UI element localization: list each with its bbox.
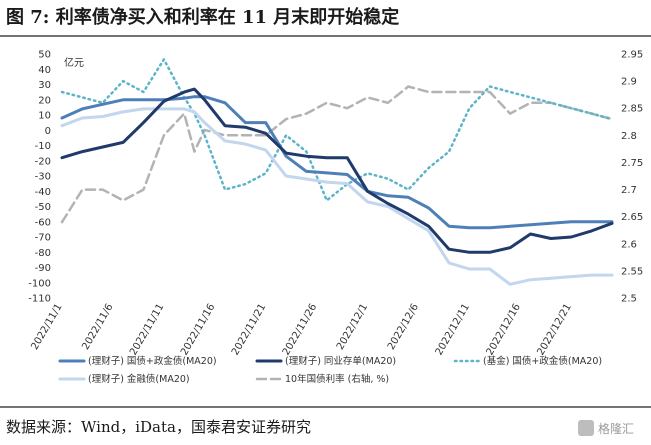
right-tick-label: 2.5 (621, 294, 637, 305)
watermark: 格隆汇 (578, 420, 634, 436)
legend-label: (基金) 国债+政金债(MA20) (483, 355, 602, 367)
left-tick-label: 40 (38, 65, 51, 76)
right-tick-label: 2.55 (621, 266, 643, 277)
left-tick-label: -60 (35, 217, 51, 228)
legend-item-ncd-wmp: (理财子) 同业存单(MA20) (255, 355, 396, 367)
x-tick-label: 2022/12/11 (434, 302, 472, 357)
left-axis-ticks: 50 40 30 20 10 0 -10 -20 -30 -40 -50 -60 -70 -80 -90 -1… (28, 50, 51, 305)
x-tick-label: 2022/11/1 (29, 302, 64, 352)
series-line-2 (60, 58, 614, 202)
x-tick-label: 2022/11/11 (128, 302, 166, 357)
legend-item-10y-yield: 10年国债利率 (右轴, %) (255, 373, 389, 385)
series-line-4 (60, 85, 614, 224)
right-tick-label: 2.85 (621, 104, 643, 115)
x-tick-label: 2022/12/16 (485, 302, 523, 357)
left-tick-label: -100 (28, 278, 51, 289)
legend-label: (理财子) 金融债(MA20) (88, 373, 190, 385)
legend: (理财子) 国债+政金债(MA20) (理财子) 同业存单(MA20) (基金)… (58, 355, 602, 385)
watermark-logo-icon (578, 420, 594, 436)
left-tick-label: -40 (35, 187, 51, 198)
x-tick-label: 2022/12/6 (386, 302, 421, 352)
x-tick-label: 2022/11/6 (80, 302, 115, 352)
legend-item-financial-bond-wmp: (理财子) 金融债(MA20) (58, 373, 190, 385)
left-tick-label: 0 (45, 126, 51, 137)
series-line-1 (60, 87, 614, 254)
left-tick-label: -20 (35, 156, 51, 167)
legend-item-gov-bond-wmp: (理财子) 国债+政金债(MA20) (58, 355, 217, 367)
right-tick-label: 2.7 (621, 185, 637, 196)
x-tick-label: 2022/11/21 (230, 302, 268, 357)
left-axis-unit: 亿元 (64, 56, 84, 69)
right-tick-label: 2.8 (621, 131, 637, 142)
source-note: 数据来源：Wind，iData，国泰君安证券研究 (6, 418, 311, 436)
legend-label: (理财子) 国债+政金债(MA20) (88, 355, 217, 367)
x-axis-ticks: 2022/11/1 2022/11/6 2022/11/11 2022/11/16 20… (29, 302, 573, 357)
chart-title: 图 7: 利率债净买入和利率在 11 月末即开始稳定 (6, 6, 399, 28)
right-tick-label: 2.95 (621, 50, 643, 61)
series-line-3 (60, 107, 614, 286)
x-tick-label: 2022/12/1 (335, 302, 370, 352)
series-line-0 (60, 95, 614, 230)
left-tick-label: -90 (35, 263, 51, 274)
watermark-text: 格隆汇 (598, 421, 634, 436)
left-tick-label: 20 (38, 95, 51, 106)
left-tick-label: -50 (35, 202, 51, 213)
legend-label: (理财子) 同业存单(MA20) (285, 355, 396, 367)
left-tick-label: 30 (38, 80, 51, 91)
left-tick-label: -10 (35, 141, 51, 152)
x-tick-label: 2022/12/21 (536, 302, 574, 357)
right-tick-label: 2.65 (621, 212, 643, 223)
right-tick-label: 2.6 (621, 239, 637, 250)
left-tick-label: -110 (28, 294, 51, 305)
legend-label: 10年国债利率 (右轴, %) (285, 373, 389, 385)
legend-item-gov-bond-fund: (基金) 国债+政金债(MA20) (453, 355, 602, 367)
left-tick-label: -30 (35, 172, 51, 183)
right-tick-label: 2.75 (621, 158, 643, 169)
right-axis-ticks: 2.95 2.9 2.85 2.8 2.75 2.7 2.65 2.6 2.55 2.5 (621, 50, 643, 305)
left-tick-label: -70 (35, 233, 51, 244)
x-tick-label: 2022/11/26 (281, 302, 319, 357)
x-tick-label: 2022/11/16 (179, 302, 217, 357)
right-tick-label: 2.9 (621, 77, 637, 88)
series-layer (60, 58, 614, 286)
left-tick-label: 50 (38, 50, 51, 61)
left-tick-label: -80 (35, 248, 51, 259)
left-tick-label: 10 (38, 111, 51, 122)
